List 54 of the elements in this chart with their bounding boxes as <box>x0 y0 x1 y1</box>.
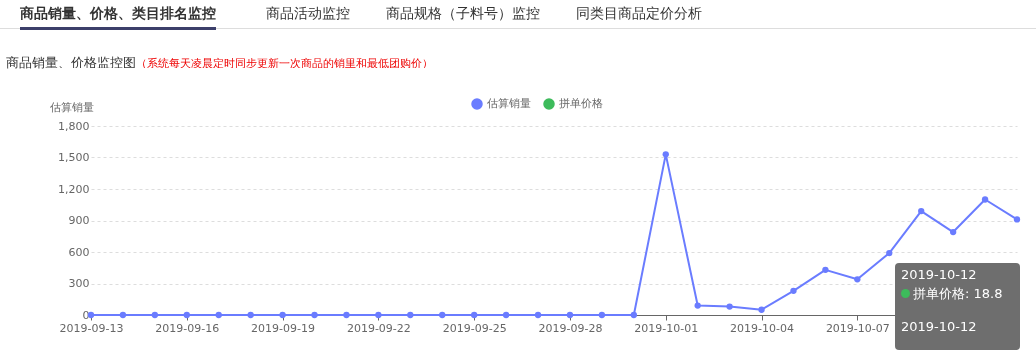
point <box>311 311 318 319</box>
point <box>726 303 733 310</box>
x-tick-label: 2019-10-01 <box>634 321 699 335</box>
x-tick-label: 2019-09-16 <box>155 321 220 335</box>
point <box>375 311 382 319</box>
x-tick-label: 2019-09-28 <box>538 321 603 335</box>
point <box>790 287 797 295</box>
point <box>151 311 159 319</box>
point <box>439 311 446 319</box>
point <box>918 207 925 215</box>
x-tick-label: 2019-10-04 <box>730 321 795 335</box>
point <box>694 302 701 309</box>
tooltip-box: 2019-10-12 拼单价格: 18.8 2019-10-12 <box>895 263 1020 350</box>
y-tick-label: 600 <box>68 245 90 259</box>
point <box>822 266 829 274</box>
point <box>119 311 127 319</box>
point <box>886 249 893 257</box>
legend-label: 拼单价格 <box>559 97 603 110</box>
point <box>279 311 286 319</box>
point <box>215 311 222 319</box>
point <box>471 311 478 319</box>
point <box>343 311 350 319</box>
point <box>854 276 861 283</box>
x-tick-label: 2019-09-25 <box>442 321 507 335</box>
text: 商品销量、价格、类目排名监控 <box>20 5 216 30</box>
x-tick-label: 2019-09-22 <box>346 321 411 335</box>
legend-label: 估算销量 <box>487 97 531 110</box>
point <box>407 311 414 319</box>
point <box>1013 216 1021 223</box>
point <box>566 311 574 319</box>
text: 同类目商品定价分析 <box>576 5 702 23</box>
x-tick-label: 2019-09-13 <box>59 321 124 335</box>
point <box>183 311 190 319</box>
x-tick-label: 2019-10-07 <box>825 321 890 335</box>
y-tick-label: 1,500 <box>58 151 90 164</box>
annotation: 2019-10-12 <box>901 267 977 282</box>
point <box>534 311 542 319</box>
point <box>758 306 765 313</box>
y-tick-label: 900 <box>68 214 90 227</box>
point <box>630 311 637 319</box>
point <box>247 311 254 319</box>
point <box>502 311 510 319</box>
point <box>949 228 957 236</box>
y-axis-title: 估算销量 <box>49 100 94 114</box>
point <box>598 311 606 319</box>
point <box>981 196 989 203</box>
x-tick-label: 2019-09-19 <box>251 321 316 335</box>
point <box>662 151 669 158</box>
annotation: 拼单价格: 18.8 <box>912 285 1003 303</box>
text: 商品活动监控 <box>266 5 350 23</box>
y-tick-label: 300 <box>68 277 90 290</box>
text: 商品规格（子料号）监控 <box>386 5 540 23</box>
y-tick-label: 1,800 <box>58 119 90 133</box>
y-tick-label: 1,200 <box>58 182 90 196</box>
